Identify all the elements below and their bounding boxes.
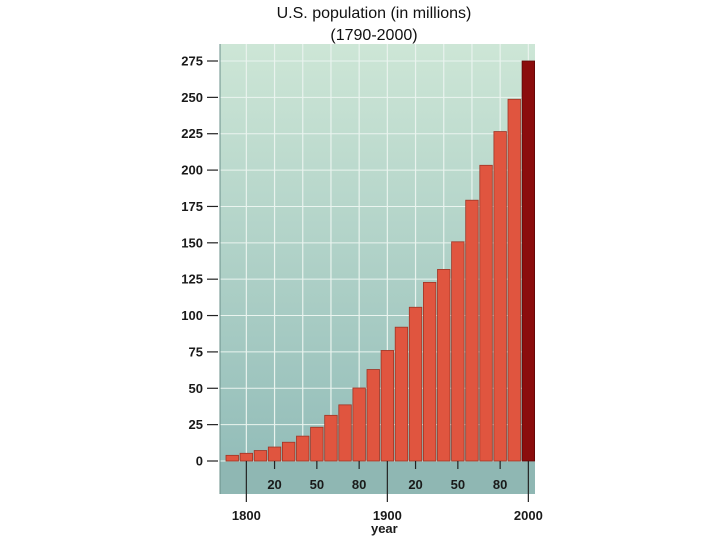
- bar-1860: [324, 414, 338, 462]
- y-tick-label: 275: [181, 54, 203, 69]
- bar-1830: [281, 441, 296, 462]
- bar-1970: [479, 164, 493, 462]
- y-tick-label: 0: [196, 454, 203, 469]
- inner-axis-band: [220, 461, 535, 494]
- bar-1820: [267, 446, 282, 462]
- bar-1990: [507, 98, 521, 462]
- y-tick-label: 25: [189, 417, 203, 432]
- y-tick-label: 200: [181, 163, 203, 178]
- bar-1850: [310, 426, 324, 462]
- y-tick-label: 225: [181, 126, 203, 141]
- y-tick-label: 100: [181, 308, 203, 323]
- chart-title: U.S. population (in millions): [276, 5, 472, 22]
- inner-tick-label: 20: [408, 477, 422, 492]
- y-tick-label: 50: [189, 381, 203, 396]
- outer-tick-label: 1800: [232, 508, 261, 523]
- bar-1980: [493, 131, 507, 462]
- bar-2000: [521, 60, 535, 462]
- x-axis-title: year: [371, 521, 398, 536]
- bar-1890: [366, 369, 380, 462]
- chart-title-block: U.S. population (in millions) (1790-2000…: [0, 3, 720, 47]
- y-tick-label: 125: [181, 272, 203, 287]
- chart-subtitle: (1790-2000): [330, 27, 418, 44]
- outer-tick-label: 1900: [373, 508, 402, 523]
- inner-tick-label: 50: [451, 477, 465, 492]
- y-tick-label: 150: [181, 235, 203, 250]
- inner-tick-label: 20: [267, 477, 281, 492]
- bar-1900: [380, 350, 395, 462]
- bar-1910: [394, 326, 409, 462]
- y-tick-label: 175: [181, 199, 203, 214]
- inner-tick-label: 80: [352, 477, 366, 492]
- bar-1800: [239, 452, 254, 462]
- y-tick-label: 75: [189, 344, 203, 359]
- bar-1930: [422, 281, 437, 462]
- bar-1950: [451, 241, 465, 462]
- inner-tick-label: 80: [493, 477, 507, 492]
- y-tick-label: 250: [181, 90, 203, 105]
- bar-1790: [225, 454, 239, 462]
- bar-1870: [338, 404, 352, 462]
- bar-1880: [352, 387, 366, 462]
- bar-1960: [465, 199, 479, 462]
- bar-1920: [408, 306, 423, 462]
- bar-1840: [296, 435, 310, 462]
- outer-tick-label: 2000: [514, 508, 543, 523]
- inner-tick-label: 50: [310, 477, 324, 492]
- bar-1810: [253, 450, 268, 462]
- bar-1940: [437, 269, 451, 462]
